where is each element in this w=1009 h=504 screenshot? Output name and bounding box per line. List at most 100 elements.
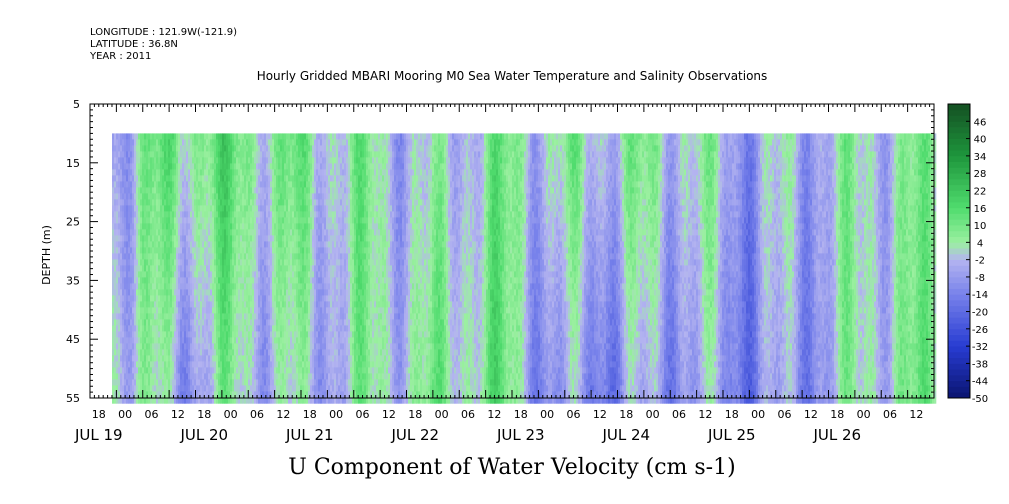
heatmap-cell [180,343,183,350]
heatmap-cell [320,313,323,320]
heatmap-cell [186,367,189,374]
heatmap-cell [150,343,153,350]
heatmap-cell [172,397,175,404]
heatmap-cell [208,277,211,284]
heatmap-cell [302,217,305,224]
heatmap-cell [266,325,269,332]
heatmap-cell [234,289,237,296]
heatmap-cell [268,157,271,164]
heatmap-cell [212,235,215,242]
heatmap-cell [124,145,127,152]
heatmap-cell [270,295,273,302]
heatmap-cell [316,157,319,164]
heatmap-cell [136,271,139,278]
heatmap-cell [322,169,325,176]
heatmap-cell [242,355,245,362]
heatmap-cell [134,379,137,386]
heatmap-cell [154,367,157,374]
heatmap-cell [196,265,199,272]
heatmap-cell [254,211,257,218]
heatmap-cell [214,385,217,392]
heatmap-cell [200,307,203,314]
heatmap-cell [124,283,127,290]
heatmap-cell [156,391,159,398]
heatmap-cell [212,313,215,320]
heatmap-cell [112,343,115,350]
heatmap-cell [152,379,155,386]
heatmap-cell [184,229,187,236]
heatmap-cell [166,253,169,260]
heatmap-cell [224,229,227,236]
heatmap-cell [304,337,307,344]
heatmap-cell [274,181,277,188]
heatmap-cell [168,193,171,200]
heatmap-cell [154,223,157,230]
heatmap-cell [330,193,333,200]
heatmap-cell [190,235,193,242]
heatmap-cell [324,325,327,332]
heatmap-cell [142,301,145,308]
heatmap-cell [212,133,215,140]
heatmap-cell [292,379,295,386]
heatmap-cell [182,163,185,170]
heatmap-cell [200,133,203,140]
heatmap-cell [196,223,199,230]
heatmap-cell [230,187,233,194]
heatmap-cell [232,385,235,392]
heatmap-cell [258,343,261,350]
heatmap-cell [312,373,315,380]
heatmap-cell [204,157,207,164]
heatmap-cell [258,151,261,158]
heatmap-cell [314,169,317,176]
heatmap-cell [122,331,125,338]
heatmap-cell [158,331,161,338]
heatmap-cell [304,331,307,338]
heatmap-cell [318,265,321,272]
heatmap-cell [206,163,209,170]
heatmap-cell [266,385,269,392]
heatmap-cell [112,391,115,398]
heatmap-cell [174,211,177,218]
heatmap-cell [156,277,159,284]
heatmap-cell [220,313,223,320]
heatmap-cell [320,379,323,386]
heatmap-cell [330,385,333,392]
heatmap-cell [174,205,177,212]
heatmap-cell [132,349,135,356]
heatmap-cell [166,139,169,146]
heatmap-cell [188,373,191,380]
heatmap-cell [268,343,271,350]
heatmap-cell [240,157,243,164]
heatmap-cell [312,313,315,320]
heatmap-cell [320,241,323,248]
heatmap-cell [156,187,159,194]
heatmap-cell [248,295,251,302]
heatmap-cell [180,319,183,326]
heatmap-cell [262,235,265,242]
heatmap-cell [180,301,183,308]
heatmap-cell [302,193,305,200]
heatmap-cell [250,331,253,338]
heatmap-cell [310,253,313,260]
heatmap-cell [150,397,153,404]
heatmap-cell [270,151,273,158]
heatmap-cell [278,367,281,374]
heatmap-cell [258,325,261,332]
heatmap-cell [326,373,329,380]
heatmap-cell [284,151,287,158]
heatmap-cell [150,217,153,224]
heatmap-cell [218,223,221,230]
heatmap-cell [150,175,153,182]
heatmap-cell [144,241,147,248]
heatmap-cell [294,145,297,152]
heatmap-cell [328,349,331,356]
heatmap-cell [182,325,185,332]
heatmap-cell [114,271,117,278]
heatmap-cell [216,217,219,224]
heatmap-cell [152,139,155,146]
heatmap-cell [180,325,183,332]
heatmap-cell [252,175,255,182]
heatmap-cell [164,169,167,176]
heatmap-cell [310,229,313,236]
heatmap-cell [140,187,143,194]
